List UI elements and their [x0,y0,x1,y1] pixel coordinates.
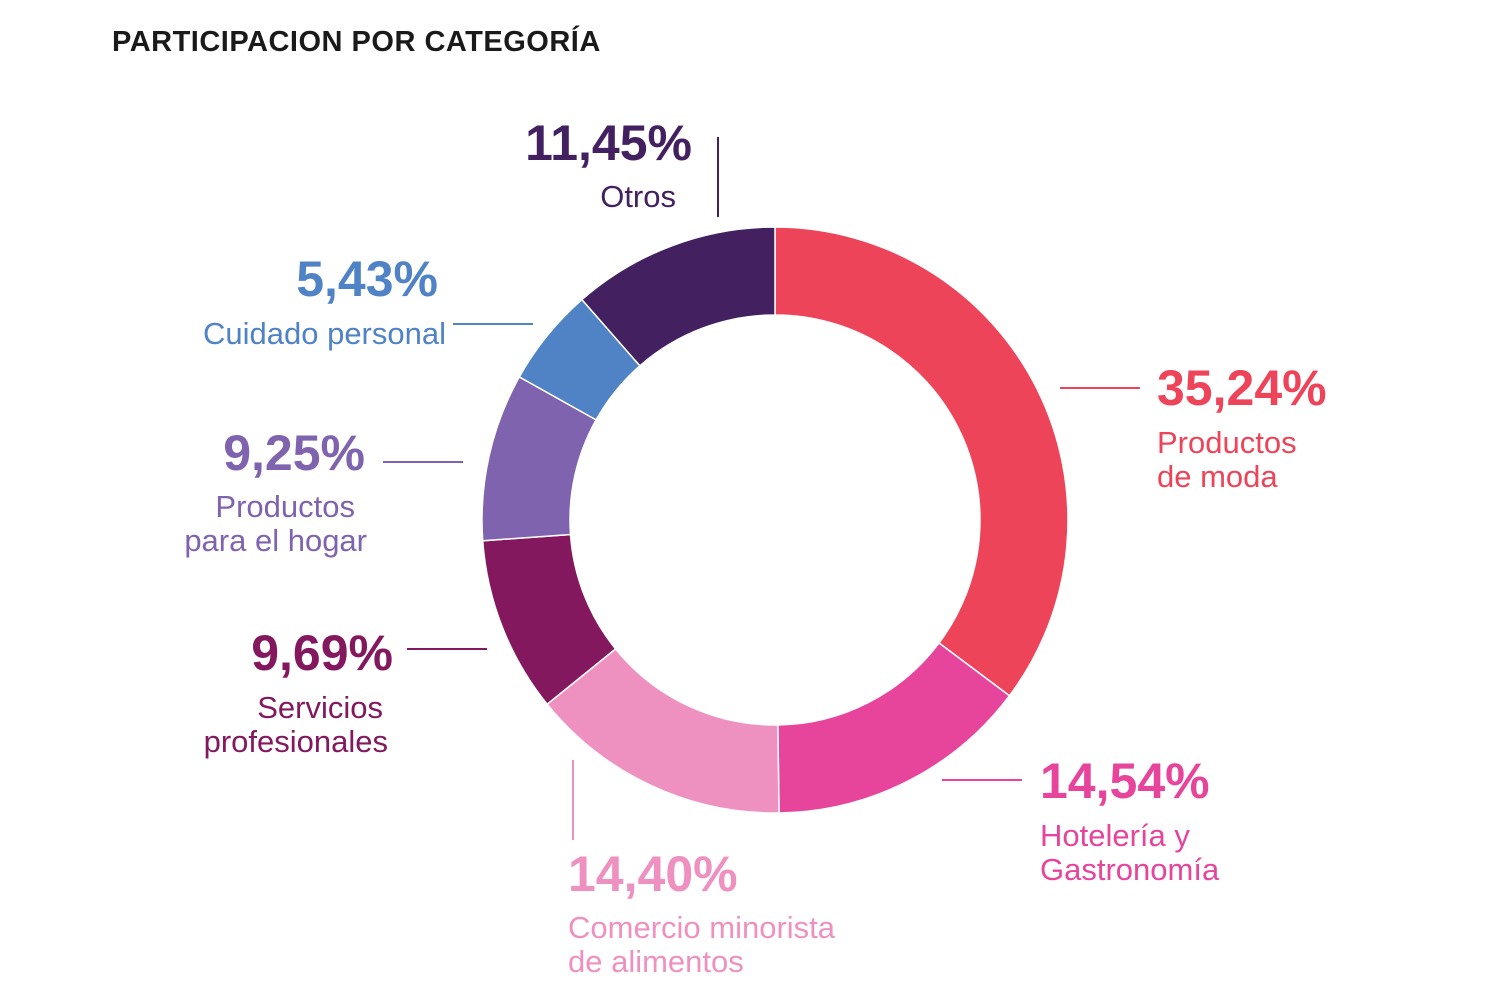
slice-category-label-6-line-0: Otros [600,179,676,214]
slice-value-label-3: 9,69% [251,625,393,681]
slice-value-label-5: 5,43% [296,251,438,307]
slice-category-label-1-line-1: Gastronomía [1040,852,1220,887]
slice-category-label-3-line-0: Servicios [257,690,383,725]
slice-category-label-5-line-0: Cuidado personal [203,316,446,351]
slice-category-label-0-line-0: Productos [1157,425,1297,460]
leader-lines [383,137,1140,840]
slice-value-label-2: 14,40% [568,846,738,902]
chart-title: PARTICIPACION POR CATEGORÍA [112,24,601,58]
slice-category-label-3-line-1: profesionales [204,724,388,759]
slice-value-label-4: 9,25% [223,425,365,481]
slice-category-label-2-line-1: de alimentos [568,944,744,979]
slice-value-label-0: 35,24% [1157,360,1327,416]
slice-value-label-6: 11,45% [525,115,692,171]
slice-category-label-2-line-0: Comercio minorista [568,910,836,945]
slice-value-label-1: 14,54% [1040,753,1210,809]
slice-category-label-4-line-1: para el hogar [184,523,367,558]
donut-slices [481,226,1069,814]
slice-category-label-4-line-0: Productos [215,489,355,524]
slice-category-label-0-line-1: de moda [1157,459,1278,494]
slice-category-label-1-line-0: Hotelería y [1040,818,1190,853]
slice-0 [774,226,1069,697]
slice-6 [580,226,776,367]
